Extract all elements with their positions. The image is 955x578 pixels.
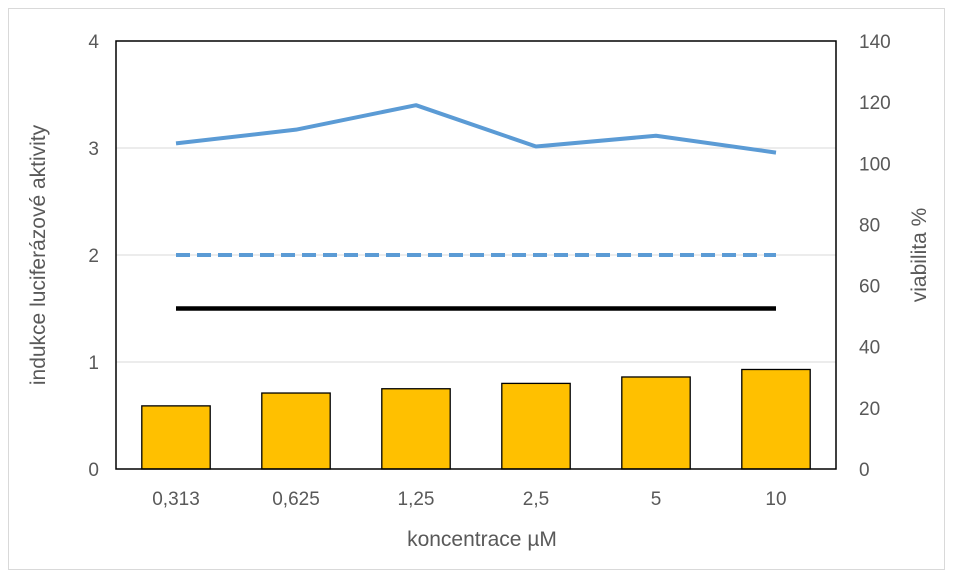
left-tick-label: 3 bbox=[88, 139, 99, 160]
x-tick-label: 5 bbox=[651, 489, 662, 510]
series-line bbox=[175, 103, 777, 155]
left-tick-label: 2 bbox=[88, 246, 99, 267]
right-tick-label: 40 bbox=[859, 338, 880, 359]
x-tick-label: 0,625 bbox=[272, 489, 320, 510]
line-series-group bbox=[175, 103, 777, 311]
bar bbox=[381, 388, 451, 470]
right-tick-label: 120 bbox=[859, 93, 891, 114]
right-tick-label: 80 bbox=[859, 215, 880, 236]
left-tick-label: 4 bbox=[88, 32, 99, 53]
right-tick-label: 0 bbox=[859, 460, 870, 481]
left-axis-ticks: 0 1 2 3 4 bbox=[88, 32, 99, 481]
x-axis-ticks: 0,313 0,625 1,25 2,5 5 10 bbox=[152, 489, 786, 510]
bar bbox=[261, 392, 331, 470]
plot-border bbox=[115, 40, 837, 470]
plot-frame bbox=[115, 40, 837, 470]
right-tick-label: 100 bbox=[859, 154, 891, 175]
x-tick-label: 0,313 bbox=[152, 489, 200, 510]
right-tick-label: 140 bbox=[859, 32, 891, 53]
left-y-axis-title: indukce luciferázové aktivity bbox=[27, 124, 50, 385]
right-axis-ticks: 0 20 40 60 80 100 120 140 bbox=[859, 32, 891, 481]
x-tick-label: 2,5 bbox=[523, 489, 549, 510]
x-tick-label: 10 bbox=[765, 489, 786, 510]
chart-frame bbox=[8, 8, 945, 570]
bar-series bbox=[141, 368, 811, 470]
x-axis-title: koncentrace µM bbox=[407, 528, 557, 551]
bar bbox=[621, 376, 691, 470]
right-tick-label: 60 bbox=[859, 277, 880, 298]
bar bbox=[501, 382, 571, 470]
x-tick-label: 1,25 bbox=[398, 489, 435, 510]
right-tick-label: 20 bbox=[859, 399, 880, 420]
left-tick-label: 1 bbox=[88, 353, 99, 374]
bar bbox=[741, 368, 811, 470]
bar bbox=[141, 405, 211, 470]
left-tick-label: 0 bbox=[88, 460, 99, 481]
right-y-axis-title: viabilita % bbox=[908, 208, 931, 303]
